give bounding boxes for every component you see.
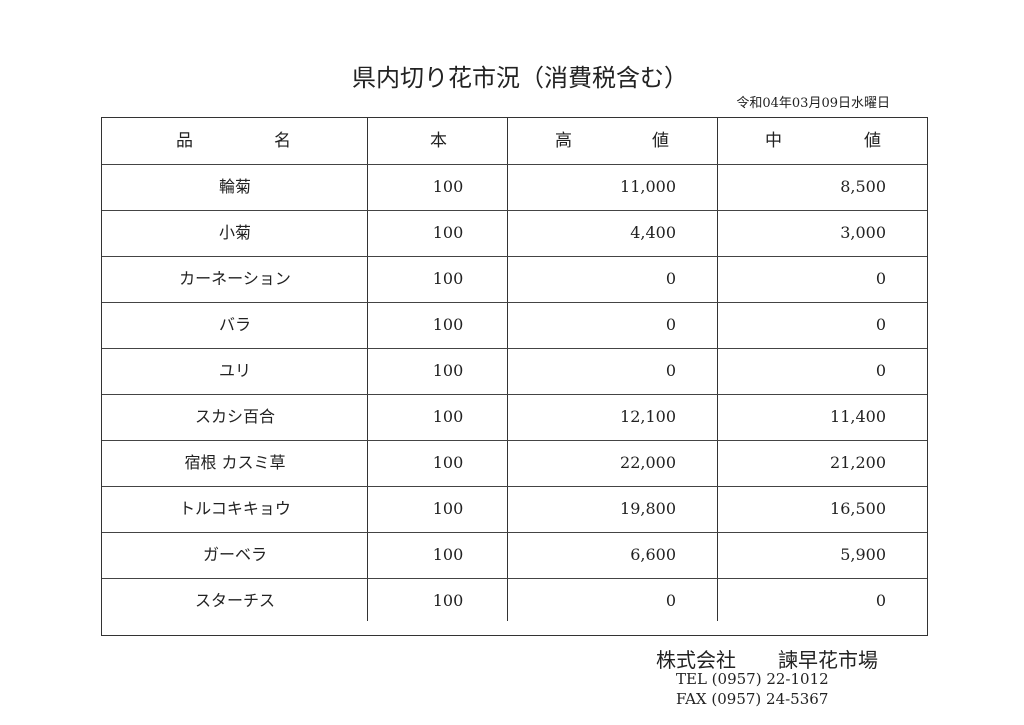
row-divider	[102, 440, 927, 441]
row-divider	[102, 348, 927, 349]
flower-name: 宿根 カスミ草	[184, 453, 286, 472]
high-price: 0	[665, 269, 676, 288]
mid-price: 3,000	[840, 223, 886, 242]
header-high-1: 高	[555, 131, 572, 151]
high-price: 0	[665, 315, 676, 334]
high-price: 19,800	[620, 499, 676, 518]
high-price: 11,000	[620, 177, 676, 196]
mid-price: 11,400	[830, 407, 886, 426]
table-row: 輪菊 100 11,000 8,500	[102, 164, 927, 210]
flower-name: 小菊	[218, 223, 251, 242]
header-qty: 本	[430, 131, 447, 151]
company-title: 諫早花市場	[778, 648, 878, 672]
tel: TEL (0957) 22-1012	[676, 670, 829, 688]
row-divider	[102, 532, 927, 533]
table-row: ガーベラ 100 6,600 5,900	[102, 532, 927, 578]
header-mid-1: 中	[765, 131, 782, 151]
header-name-1: 品	[176, 131, 193, 151]
table-row: 小菊 100 4,400 3,000	[102, 210, 927, 256]
mid-price: 0	[875, 591, 886, 610]
mid-price: 0	[875, 361, 886, 380]
quantity: 100	[432, 453, 464, 472]
company-type: 株式会社	[656, 648, 736, 672]
high-price: 12,100	[620, 407, 676, 426]
row-divider	[102, 486, 927, 487]
flower-name: 輪菊	[218, 177, 251, 196]
mid-price: 0	[875, 269, 886, 288]
flower-name: バラ	[218, 315, 251, 334]
date: 令和04年03月09日水曜日	[736, 96, 890, 111]
row-divider	[102, 210, 927, 211]
table-row: バラ 100 0 0	[102, 302, 927, 348]
quantity: 100	[432, 361, 464, 380]
high-price: 6,600	[630, 545, 676, 564]
header-name-2: 名	[274, 131, 291, 151]
mid-price: 5,900	[840, 545, 886, 564]
table-row: トルコキキョウ 100 19,800 16,500	[102, 486, 927, 532]
quantity: 100	[432, 591, 464, 610]
flower-name: トルコキキョウ	[179, 499, 291, 518]
quantity: 100	[432, 545, 464, 564]
quantity: 100	[432, 499, 464, 518]
row-divider	[102, 164, 927, 165]
header-high-2: 値	[652, 131, 669, 151]
quantity: 100	[432, 223, 464, 242]
row-divider	[102, 302, 927, 303]
header-mid-2: 値	[864, 131, 881, 151]
flower-name: カーネーション	[179, 269, 291, 288]
company-name: 株式会社 諫早花市場	[656, 644, 878, 673]
row-divider	[102, 256, 927, 257]
table-row: スカシ百合 100 12,100 11,400	[102, 394, 927, 440]
price-table: 品 名 本 高 値 中 値 輪菊 100 11,000 8,500 小菊 100 4,400…	[101, 117, 928, 636]
column-divider	[507, 118, 508, 621]
flower-name: ユリ	[218, 361, 251, 380]
high-price: 22,000	[620, 453, 676, 472]
mid-price: 21,200	[830, 453, 886, 472]
quantity: 100	[432, 407, 464, 426]
row-divider	[102, 578, 927, 579]
quantity: 100	[432, 177, 464, 196]
high-price: 4,400	[630, 223, 676, 242]
table-row: 宿根 カスミ草 100 22,000 21,200	[102, 440, 927, 486]
header-row: 品 名 本 高 値 中 値	[102, 118, 927, 164]
mid-price: 16,500	[830, 499, 886, 518]
quantity: 100	[432, 269, 464, 288]
table-row: スターチス 100 0 0	[102, 578, 927, 624]
flower-name: ガーベラ	[202, 545, 267, 564]
mid-price: 8,500	[840, 177, 886, 196]
high-price: 0	[665, 591, 676, 610]
quantity: 100	[432, 315, 464, 334]
column-divider	[367, 118, 368, 621]
mid-price: 0	[875, 315, 886, 334]
table-row: ユリ 100 0 0	[102, 348, 927, 394]
page-title: 県内切り花市況（消費税含む）	[352, 64, 688, 92]
flower-name: スターチス	[194, 591, 275, 610]
column-divider	[717, 118, 718, 621]
table-row: カーネーション 100 0 0	[102, 256, 927, 302]
fax: FAX (0957) 24-5367	[676, 690, 829, 708]
flower-name: スカシ百合	[194, 407, 275, 426]
row-divider	[102, 394, 927, 395]
high-price: 0	[665, 361, 676, 380]
